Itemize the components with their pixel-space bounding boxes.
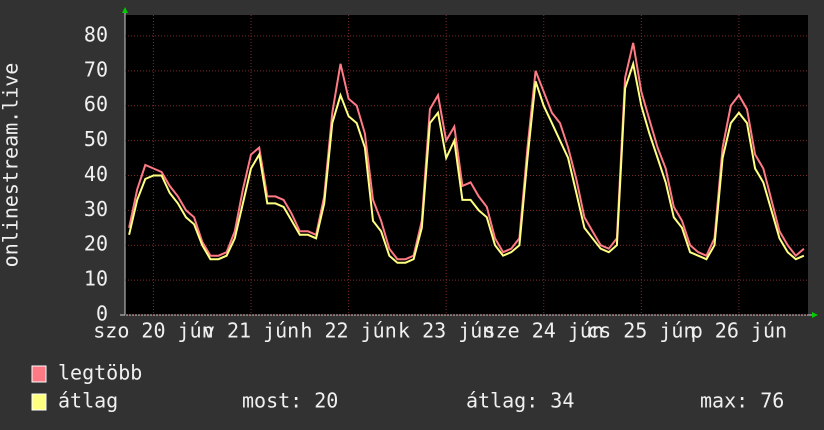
x-tick-label: k 23 jún — [398, 319, 494, 343]
plot-area — [125, 15, 808, 315]
axis-arrow — [122, 7, 128, 13]
legend-stat: most: 20 — [242, 389, 338, 413]
x-tick-label: p 26 jún — [691, 319, 787, 343]
legend-stat: átlag: 34 — [466, 389, 574, 413]
series-line — [128, 42, 805, 261]
y-tick-label: 10 — [84, 267, 108, 291]
y-tick-label: 80 — [84, 22, 108, 46]
legend-stat: max: 76 — [700, 389, 784, 413]
legend-swatch — [31, 365, 47, 383]
y-tick-label: 70 — [84, 57, 108, 81]
x-tick-label: v 21 jún — [203, 319, 299, 343]
x-tick-label: szo 20 jún — [93, 319, 213, 343]
axis-arrow — [812, 312, 818, 318]
x-tick-label: sze 24 jún — [484, 319, 604, 343]
y-tick-label: 0 — [96, 302, 108, 326]
legend-swatch — [31, 393, 47, 411]
legend-label: átlag — [58, 389, 118, 413]
y-tick-label: 50 — [84, 127, 108, 151]
y-tick-label: 60 — [84, 92, 108, 116]
series-line — [128, 59, 805, 264]
y-axis-label: onlinestream.live — [0, 63, 23, 268]
legend-label: legtöbb — [58, 361, 142, 385]
x-tick-label: h 22 jún — [300, 319, 396, 343]
y-tick-label: 40 — [84, 162, 108, 186]
y-tick-label: 30 — [84, 197, 108, 221]
y-tick-label: 20 — [84, 232, 108, 256]
x-tick-label: cs 25 jún — [587, 319, 695, 343]
